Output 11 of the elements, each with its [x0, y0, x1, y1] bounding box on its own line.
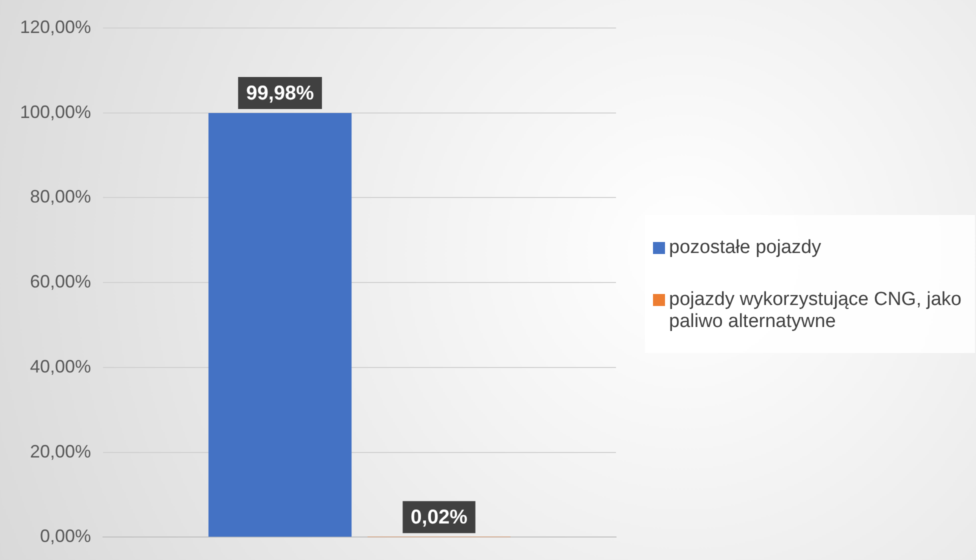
y-tick-label: 80,00% [30, 186, 92, 207]
y-tick-label: 60,00% [30, 272, 92, 292]
y-tick-label: 40,00% [30, 356, 92, 376]
legend-label: pozostałe pojazdy [669, 237, 822, 259]
data-label: 99,98% [246, 82, 314, 104]
y-tick-label: 20,00% [30, 441, 92, 462]
y-tick-label: 100,00% [20, 102, 92, 122]
y-tick-label: 0,00% [40, 526, 92, 546]
data-label: 0,02% [410, 506, 468, 529]
y-tick-label: 120,00% [20, 16, 92, 37]
legend-label: pojazdy wykorzystujące CNG, jako paliwo alternatywne [669, 289, 962, 333]
